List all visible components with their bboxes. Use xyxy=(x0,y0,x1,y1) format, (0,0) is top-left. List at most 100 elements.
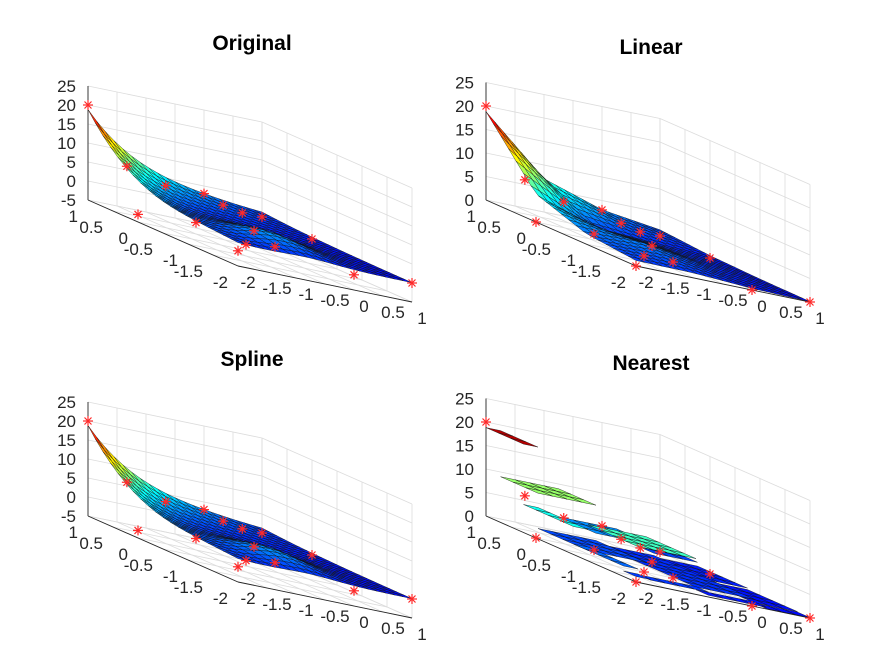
sample-marker xyxy=(639,567,649,577)
sample-marker xyxy=(655,547,665,557)
marker-stroke xyxy=(258,529,266,537)
marker-stroke xyxy=(640,568,648,576)
axis-line xyxy=(485,515,637,583)
sample-marker xyxy=(270,241,280,252)
z-tick-label: 25 xyxy=(57,393,76,412)
x-tick-labels: -2 -1.5 -1 -0.5 0 0.5 1 xyxy=(638,273,824,328)
sample-marker xyxy=(747,285,757,295)
sample-marker xyxy=(805,297,815,307)
gridline xyxy=(485,492,661,529)
y-tick-label: 0.5 xyxy=(477,218,501,237)
y-tick-label: -2 xyxy=(213,589,228,608)
gridline xyxy=(187,559,363,597)
sample-marker xyxy=(407,278,417,288)
y-tick-label: 0.5 xyxy=(477,534,501,553)
gridline xyxy=(485,129,661,166)
sample-marker xyxy=(218,200,229,211)
sample-marker xyxy=(597,520,607,531)
surface-facet xyxy=(493,123,510,146)
marker-stroke xyxy=(669,258,677,266)
gridline xyxy=(87,161,263,199)
marker-stroke xyxy=(234,246,242,255)
gridline xyxy=(212,254,388,292)
gridline xyxy=(659,118,811,185)
marker-stroke xyxy=(350,270,358,279)
marker-stroke xyxy=(559,514,568,522)
marker-stroke xyxy=(598,521,606,530)
sample-marker xyxy=(191,533,201,544)
marker-stroke xyxy=(219,517,228,526)
z-tick-label: 15 xyxy=(455,437,474,456)
sample-marker xyxy=(589,229,599,239)
z-tick-label: 25 xyxy=(455,390,474,409)
marker-stroke xyxy=(161,181,170,190)
sample-marker xyxy=(558,196,569,207)
marker-stroke xyxy=(350,586,358,595)
sample-marker xyxy=(668,573,678,583)
axis-line xyxy=(237,265,413,303)
sample-marker xyxy=(349,585,359,596)
surface-facet xyxy=(510,438,539,448)
x-tick-label: -1 xyxy=(696,285,711,304)
sample-marker xyxy=(647,557,657,567)
y-tick-label: -1 xyxy=(163,251,178,270)
gridline xyxy=(261,513,413,581)
surface-facet xyxy=(610,560,639,570)
marker-stroke xyxy=(748,602,756,610)
y-tick-label: -1.5 xyxy=(174,578,203,597)
marker-stroke xyxy=(192,218,200,227)
sample-marker xyxy=(668,257,678,267)
y-tick-label: -1 xyxy=(561,251,576,270)
marker-stroke xyxy=(648,242,656,250)
axes-box xyxy=(485,82,811,303)
gridline xyxy=(261,121,413,189)
marker-stroke xyxy=(520,491,529,500)
z-tick-label: 20 xyxy=(455,413,474,432)
x-tick-label: -1 xyxy=(298,601,313,620)
z-tick-label: 15 xyxy=(57,115,76,134)
marker-stroke xyxy=(806,298,814,306)
marker-stroke xyxy=(234,562,242,571)
marker-stroke xyxy=(590,230,598,238)
gridline xyxy=(87,85,263,123)
sample-marker xyxy=(635,542,646,553)
sample-marker xyxy=(481,101,491,111)
marker-stroke xyxy=(617,535,626,544)
sample-marker xyxy=(83,100,93,110)
sample-marker xyxy=(597,204,607,215)
sample-marker xyxy=(237,523,248,534)
surface-facet xyxy=(523,504,551,514)
sample-marker xyxy=(589,545,599,555)
gridline xyxy=(659,188,811,256)
surface-facet xyxy=(525,487,553,497)
marker-stroke xyxy=(308,235,316,243)
y-tick-label: 0 xyxy=(517,229,526,248)
gridline xyxy=(261,437,413,505)
sample-marker xyxy=(631,577,641,587)
x-tick-label: 0 xyxy=(359,297,368,316)
gridline xyxy=(261,456,413,524)
x-tick-label: 0.5 xyxy=(381,303,405,322)
y-tick-label: -0.5 xyxy=(124,240,153,259)
gridline xyxy=(485,421,661,459)
x-tick-labels: -2 -1.5 -1 -0.5 0 0.5 1 xyxy=(638,589,824,644)
z-tick-labels: 25 20 15 10 5 0 xyxy=(455,390,474,527)
surface-facet xyxy=(485,427,514,437)
y-tick-labels: 10.5 0-0.5 -1-1.5 -2 xyxy=(69,523,228,608)
marker-stroke xyxy=(242,240,250,249)
marker-stroke xyxy=(532,218,540,226)
z-tick-label: 20 xyxy=(57,412,76,431)
gridline xyxy=(261,159,413,227)
gridline xyxy=(485,398,661,435)
sample-marker xyxy=(616,218,627,229)
sample-marker xyxy=(160,496,171,507)
y-tick-label: -1 xyxy=(163,567,178,586)
z-tick-label: 10 xyxy=(455,144,474,163)
x-tick-label: 0 xyxy=(757,613,766,632)
x-tick-label: 1 xyxy=(815,625,824,644)
